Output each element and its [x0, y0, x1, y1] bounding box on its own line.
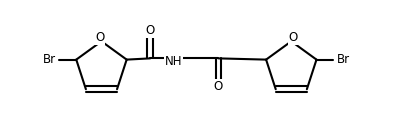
Text: O: O — [95, 31, 104, 44]
Text: O: O — [288, 31, 297, 44]
Text: Br: Br — [43, 53, 56, 66]
Text: O: O — [213, 80, 222, 93]
Text: Br: Br — [336, 53, 349, 66]
Text: NH: NH — [164, 55, 182, 68]
Text: O: O — [145, 24, 154, 37]
